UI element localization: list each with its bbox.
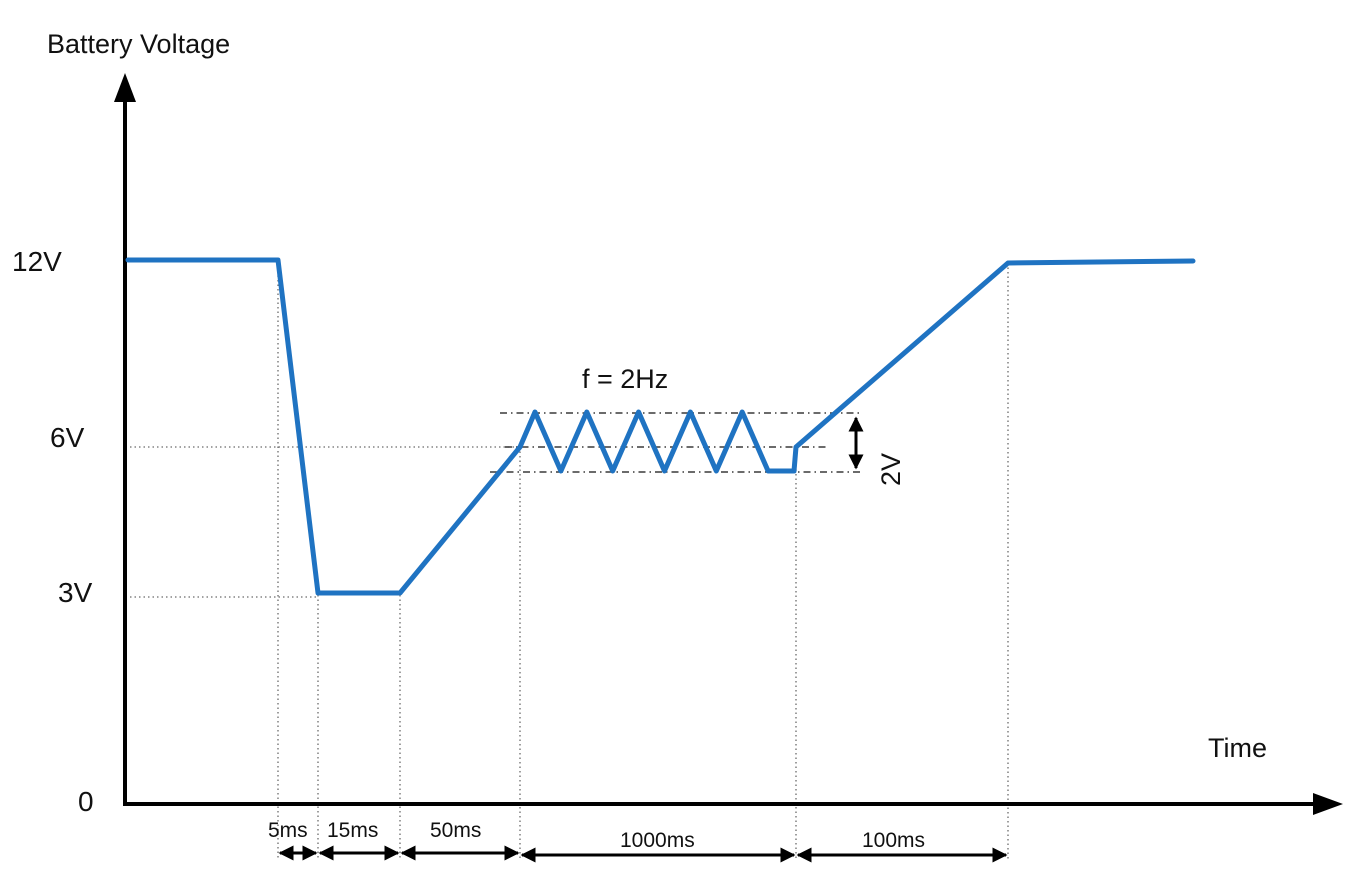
amplitude-label: 2V <box>876 453 906 486</box>
guide-lines <box>130 262 1009 860</box>
battery-voltage-waveform <box>125 257 1196 596</box>
axes <box>114 73 1343 815</box>
segment-label-15ms: 15ms <box>327 819 378 842</box>
y-label-12v: 12V <box>12 246 62 277</box>
y-axis-arrow-icon <box>114 73 136 102</box>
segment-label-1000ms: 1000ms <box>620 829 695 852</box>
duration-arrows <box>278 845 1008 863</box>
oscillation-envelope <box>490 412 860 473</box>
x-axis-arrow-icon <box>1313 793 1343 815</box>
x-axis-title: Time <box>1208 733 1267 763</box>
segment-label-5ms: 5ms <box>268 819 308 842</box>
segment-label-50ms: 50ms <box>430 819 481 842</box>
y-axis-title: Battery Voltage <box>47 29 230 59</box>
segment-label-100ms: 100ms <box>862 829 925 852</box>
y-label-3v: 3V <box>58 577 93 608</box>
y-label-6v: 6V <box>50 422 85 453</box>
frequency-label: f = 2Hz <box>582 364 668 394</box>
y-label-0: 0 <box>78 786 94 817</box>
